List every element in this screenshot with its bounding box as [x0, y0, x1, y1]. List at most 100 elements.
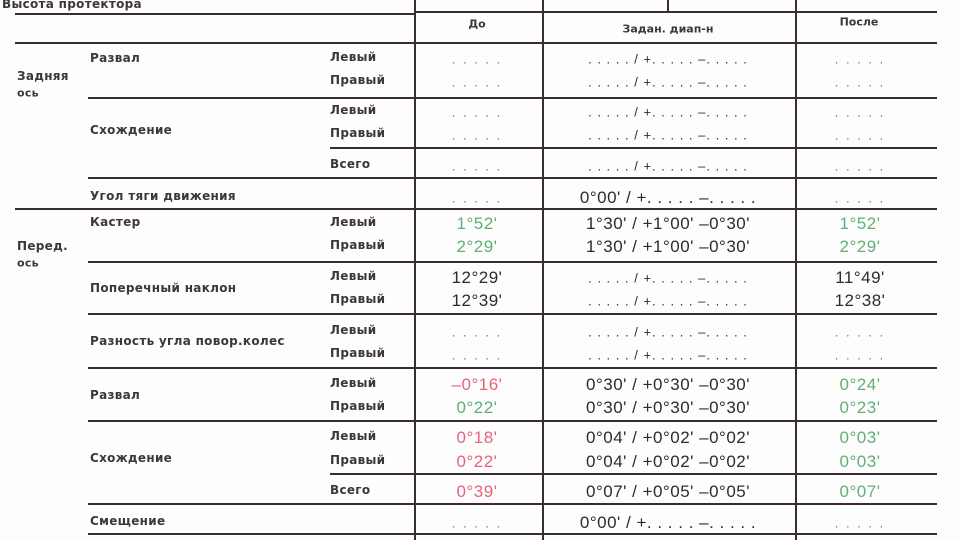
value-before: 0°22'	[456, 398, 498, 417]
value-before: . . . . .	[451, 515, 503, 531]
divider-line	[88, 313, 937, 315]
side-label: Левый	[330, 376, 377, 390]
column-divider	[542, 0, 544, 540]
side-label: Левый	[330, 269, 377, 283]
value-range: . . . . . / +. . . . . –. . . . .	[588, 270, 748, 286]
side-label: Правый	[330, 292, 386, 306]
value-after: 0°03'	[839, 452, 881, 471]
side-label: Левый	[330, 429, 377, 443]
parameter-label: Угол тяги движения	[90, 189, 236, 203]
parameter-label: Кастер	[90, 215, 141, 229]
value-before: 12°39'	[451, 291, 503, 310]
header-after: После	[839, 15, 879, 29]
divider-line	[15, 208, 937, 210]
value-after: . . . . .	[834, 127, 886, 143]
group-front-label-2: ось	[17, 256, 39, 270]
parameter-label: Поперечный наклон	[90, 281, 237, 295]
side-label: Правый	[330, 399, 386, 413]
value-before: . . . . .	[451, 190, 503, 206]
value-before: . . . . .	[451, 347, 503, 363]
value-before: . . . . .	[451, 104, 503, 120]
tread-height-label: Высота протектора	[2, 0, 142, 11]
parameter-label: Разность угла повор.колес	[90, 334, 285, 348]
value-after: . . . . .	[834, 324, 886, 340]
group-rear-label-2: ось	[17, 86, 39, 100]
value-before: 1°52'	[456, 214, 498, 233]
value-after: 1°52'	[839, 214, 881, 233]
value-range: 1°30' / +1°00' –0°30'	[586, 214, 750, 233]
divider-line	[15, 13, 415, 15]
column-divider	[795, 0, 797, 540]
value-before: –0°16'	[451, 375, 503, 394]
value-after: 0°24'	[839, 375, 881, 394]
column-divider	[667, 0, 669, 11]
parameter-label: Схождение	[90, 123, 173, 137]
value-before: 0°39'	[456, 482, 498, 501]
value-range: 0°30' / +0°30' –0°30'	[586, 375, 750, 394]
side-label: Левый	[330, 215, 377, 229]
divider-line	[330, 473, 937, 475]
divider-line	[88, 503, 937, 505]
divider-line	[330, 147, 937, 149]
value-range: 0°04' / +0°02' –0°02'	[586, 452, 750, 471]
value-after: 11°49'	[835, 268, 885, 287]
value-after: 2°29'	[839, 237, 881, 256]
header-range: Задан. диап-н	[622, 22, 714, 36]
side-label: Правый	[330, 238, 386, 252]
divider-line	[15, 42, 937, 44]
value-before: . . . . .	[451, 74, 503, 90]
value-after: 0°03'	[839, 428, 881, 447]
value-range: . . . . . / +. . . . . –. . . . .	[588, 324, 748, 340]
divider-line	[88, 533, 937, 535]
value-after: 12°38'	[834, 291, 886, 310]
value-range: . . . . . / +. . . . . –. . . . .	[588, 347, 748, 363]
value-after: 0°07'	[839, 482, 881, 501]
divider-line	[88, 97, 937, 99]
side-label: Левый	[330, 323, 377, 337]
value-range: 1°30' / +1°00' –0°30'	[586, 237, 750, 256]
value-after: . . . . .	[834, 190, 886, 206]
value-range: 0°07' / +0°05' –0°05'	[586, 482, 750, 501]
side-label: Левый	[330, 50, 377, 64]
parameter-label: Развал	[90, 51, 141, 65]
value-range: . . . . . / +. . . . . –. . . . .	[588, 293, 748, 309]
value-range: 0°00' / +. . . . . –. . . . .	[579, 188, 757, 207]
value-after: . . . . .	[834, 515, 886, 531]
value-before: 2°29'	[456, 237, 498, 256]
side-label: Всего	[330, 157, 371, 171]
value-range: 0°30' / +0°30' –0°30'	[586, 398, 750, 417]
side-label: Правый	[330, 126, 386, 140]
value-after: . . . . .	[834, 104, 886, 120]
header-before: До	[468, 17, 486, 31]
value-before: 0°18'	[456, 428, 498, 447]
value-after: . . . . .	[834, 74, 886, 90]
side-label: Левый	[330, 103, 377, 117]
value-after: . . . . .	[834, 158, 886, 174]
value-before: . . . . .	[451, 51, 503, 67]
divider-line	[88, 177, 937, 179]
value-after: 0°23'	[839, 398, 881, 417]
value-range: . . . . . / +. . . . . –. . . . .	[588, 127, 748, 143]
value-range: . . . . . / +. . . . . –. . . . .	[588, 104, 748, 120]
value-after: . . . . .	[834, 347, 886, 363]
side-label: Правый	[330, 453, 386, 467]
divider-line	[88, 261, 937, 263]
parameter-label: Смещение	[90, 514, 166, 528]
divider-line	[88, 420, 937, 422]
value-range: 0°04' / +0°02' –0°02'	[586, 428, 750, 447]
group-rear-label: Задняя	[17, 69, 69, 83]
group-front-label: Перед.	[17, 239, 68, 253]
divider-line	[415, 11, 937, 13]
value-range: . . . . . / +. . . . . –. . . . .	[588, 158, 748, 174]
parameter-label: Схождение	[90, 451, 173, 465]
value-range: . . . . . / +. . . . . –. . . . .	[588, 51, 748, 67]
divider-line	[88, 367, 937, 369]
parameter-label: Развал	[90, 388, 141, 402]
value-range: . . . . . / +. . . . . –. . . . .	[588, 74, 748, 90]
column-divider	[414, 0, 416, 540]
value-before: . . . . .	[451, 324, 503, 340]
value-before: . . . . .	[451, 127, 503, 143]
value-before: . . . . .	[451, 158, 503, 174]
side-label: Всего	[330, 483, 371, 497]
value-before: 12°29'	[451, 268, 503, 287]
